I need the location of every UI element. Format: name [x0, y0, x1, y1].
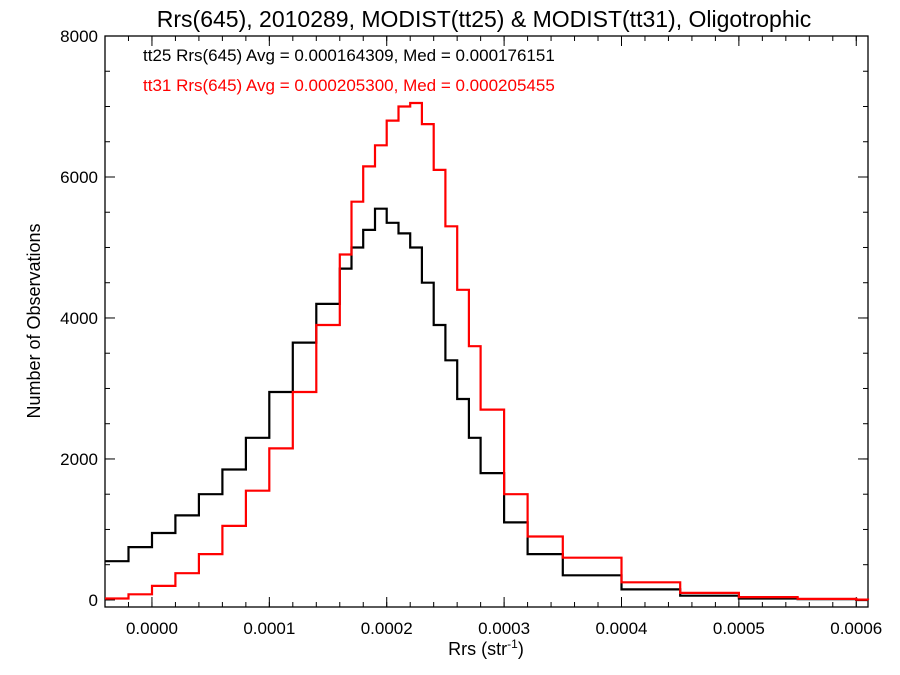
- x-tick-label: 0.0005: [713, 619, 765, 638]
- tt25-stats-annotation: tt25 Rrs(645) Avg = 0.000164309, Med = 0…: [143, 46, 555, 65]
- chart-title: Rrs(645), 2010289, MODIST(tt25) & MODIST…: [157, 6, 811, 32]
- x-tick-label: 0.0001: [243, 619, 295, 638]
- x-tick-label: 0.0000: [126, 619, 178, 638]
- x-tick-label: 0.0002: [361, 619, 413, 638]
- series-line-1: [105, 207, 868, 602]
- tt31-stats-annotation: tt31 Rrs(645) Avg = 0.000205300, Med = 0…: [143, 76, 555, 95]
- x-tick-label: 0.0006: [830, 619, 882, 638]
- x-tick-label: 0.0003: [478, 619, 530, 638]
- y-axis-label: Number of Observations: [24, 223, 44, 418]
- y-tick-label: 6000: [60, 168, 98, 187]
- x-axis-label: Rrs (str-1): [448, 637, 524, 659]
- plot-frame: [104, 35, 869, 608]
- series-line-2: [105, 101, 870, 601]
- axis-ticks: 0.0000 0.0001 0.0002 0.0003 0.0004 0.0005 0.00…: [60, 27, 882, 638]
- x-tick-label: 0.0004: [595, 619, 647, 638]
- y-tick-label: 2000: [60, 450, 98, 469]
- y-tick-label: 4000: [60, 309, 98, 328]
- data-series: [105, 101, 870, 602]
- y-tick-label: 0: [89, 591, 98, 610]
- y-tick-label: 8000: [60, 27, 98, 46]
